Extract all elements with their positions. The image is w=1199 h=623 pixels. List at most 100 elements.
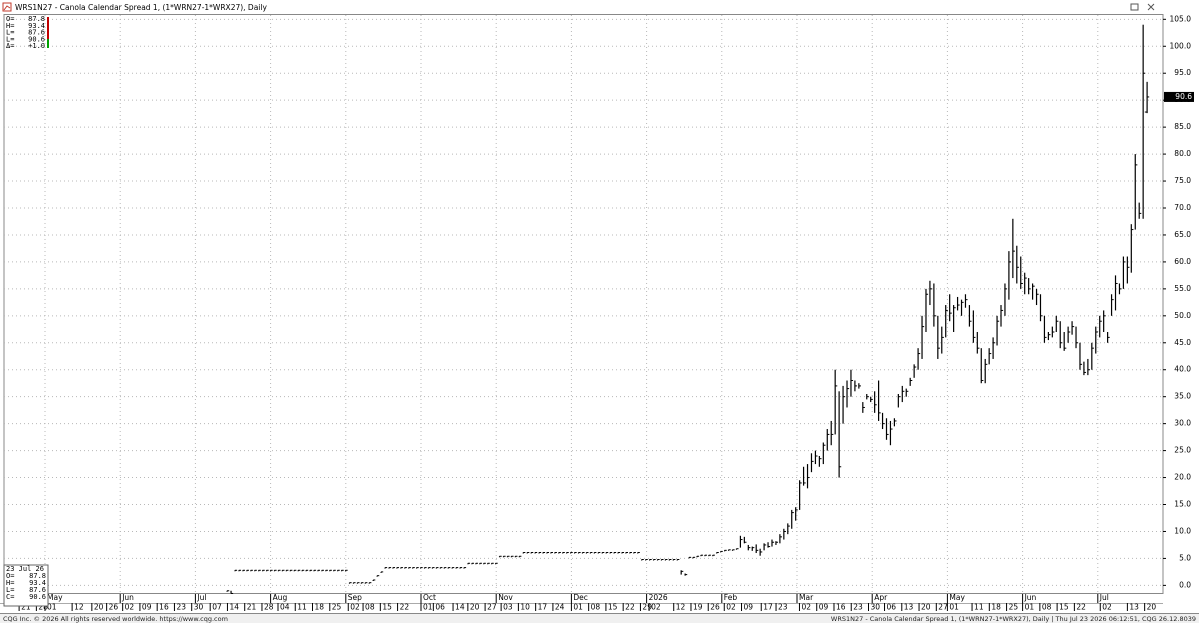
x-day-label: 01 — [1025, 603, 1035, 612]
x-day-label: 01 — [47, 603, 57, 612]
bar-range — [917, 348, 919, 370]
bar-range — [739, 535, 742, 548]
bar-range — [1059, 321, 1061, 349]
x-day-label: 15 — [382, 603, 392, 612]
bar-range — [878, 380, 880, 421]
x-month-label: Apr — [874, 593, 888, 602]
x-day-label: 01 — [573, 603, 583, 612]
bar-range — [893, 418, 895, 427]
x-day-label: 04 — [280, 603, 290, 612]
bar-range — [1079, 342, 1081, 370]
maximize-button[interactable] — [1130, 3, 1139, 11]
y-tick-label: 60.0 — [1174, 257, 1191, 266]
bar-range — [826, 429, 828, 451]
x-day-label: 20 — [921, 603, 931, 612]
bar-range — [818, 455, 820, 467]
x-day-label: 22 — [625, 603, 635, 612]
x-day-label: 09 — [744, 603, 754, 612]
x-month-label: Jul — [196, 593, 206, 602]
bar-range — [822, 442, 824, 465]
title: WRS1N27 - Canola Calendar Spread 1, (1*W… — [15, 3, 267, 12]
x-day-label: 10 — [520, 603, 530, 612]
bar-range — [783, 528, 785, 540]
bar-range — [1067, 326, 1069, 343]
bar-range — [1071, 321, 1073, 335]
bar-range — [968, 305, 971, 327]
bar-range — [1043, 315, 1046, 343]
bar-range — [814, 450, 817, 465]
bar-range — [1016, 245, 1018, 284]
legend-value: 90.6 — [28, 35, 45, 43]
bar-range — [984, 358, 986, 384]
y-tick-label: 30.0 — [1174, 419, 1191, 428]
info-date: 23 Jul 26 — [6, 565, 44, 573]
bar-range — [787, 523, 789, 535]
bar-range — [889, 420, 892, 446]
y-tick-label: 15.0 — [1174, 500, 1191, 509]
legend-green-bar — [47, 39, 49, 48]
bar-range — [1091, 342, 1093, 370]
bar-range — [834, 369, 836, 435]
y-tick-label: 95.0 — [1174, 68, 1191, 77]
legend-red-bar — [47, 17, 49, 39]
bar-range — [921, 315, 923, 359]
y-tick-label: 50.0 — [1174, 311, 1191, 320]
bar-range — [230, 590, 232, 594]
bar-range — [1035, 288, 1038, 306]
bar-range — [874, 391, 876, 413]
price-marker — [1164, 91, 1194, 102]
bar-range — [1039, 294, 1042, 322]
x-day-label: 11 — [974, 603, 984, 612]
x-day-label: 20 — [94, 603, 104, 612]
app-icon-glyph — [3, 5, 11, 11]
x-day-label: 24 — [555, 603, 565, 612]
legend-value: +1.0 — [28, 42, 45, 50]
bar-range — [996, 315, 998, 346]
x-day-label: 21 — [247, 603, 257, 612]
bar-range — [964, 294, 967, 308]
close-button[interactable] — [1147, 3, 1155, 11]
x-day-label: 02 — [801, 603, 811, 612]
x-month-label: Oct — [423, 593, 436, 602]
x-day-label: 14 — [229, 603, 239, 612]
y-tick-label: 100.0 — [1170, 41, 1192, 50]
bar-range — [976, 331, 978, 354]
y-tick-label: 45.0 — [1174, 338, 1191, 347]
bar-range — [937, 315, 939, 359]
x-day-label: 28 — [38, 603, 48, 612]
bar-range — [743, 536, 745, 544]
legend-label: L= — [6, 35, 14, 43]
x-day-label: 15 — [1059, 603, 1069, 612]
x-day-label: 23 — [176, 603, 186, 612]
x-day-label: 20 — [470, 603, 480, 612]
bar-range — [992, 337, 994, 359]
axes: 0.0 5.0 10.0 15.0 20.0 25.0 30.0 35.0 40.0 45.0 50… — [0, 14, 1194, 612]
bar-range — [913, 364, 915, 378]
x-day-label: 08 — [1042, 603, 1052, 612]
x-day-label: 18 — [991, 603, 1001, 612]
x-day-label: 06 — [435, 603, 445, 612]
x-day-label: 08 — [365, 603, 375, 612]
bar-range — [1031, 283, 1034, 300]
x-day-label: 27 — [938, 603, 948, 612]
x-day-label: 19 — [693, 603, 703, 612]
y-tick-label: 5.0 — [1179, 553, 1191, 562]
x-day-label: 08 — [591, 603, 601, 612]
bar-range — [1138, 202, 1140, 219]
x-day-label: 02 — [651, 603, 661, 612]
bar-range — [1028, 278, 1030, 295]
bar-range — [1110, 294, 1113, 316]
bar-range — [1063, 331, 1065, 351]
bar-range — [846, 380, 848, 408]
bar-range — [850, 369, 852, 397]
bar-range — [1122, 256, 1125, 289]
bar-range — [799, 480, 801, 510]
bar-range — [1047, 331, 1049, 341]
info-box — [3, 564, 49, 607]
x-month-label: Sep — [348, 593, 362, 602]
x-month-label: Mar — [799, 593, 814, 602]
x-month-label: May — [949, 593, 965, 602]
bar-range — [763, 543, 765, 551]
bar-range — [1095, 326, 1097, 354]
